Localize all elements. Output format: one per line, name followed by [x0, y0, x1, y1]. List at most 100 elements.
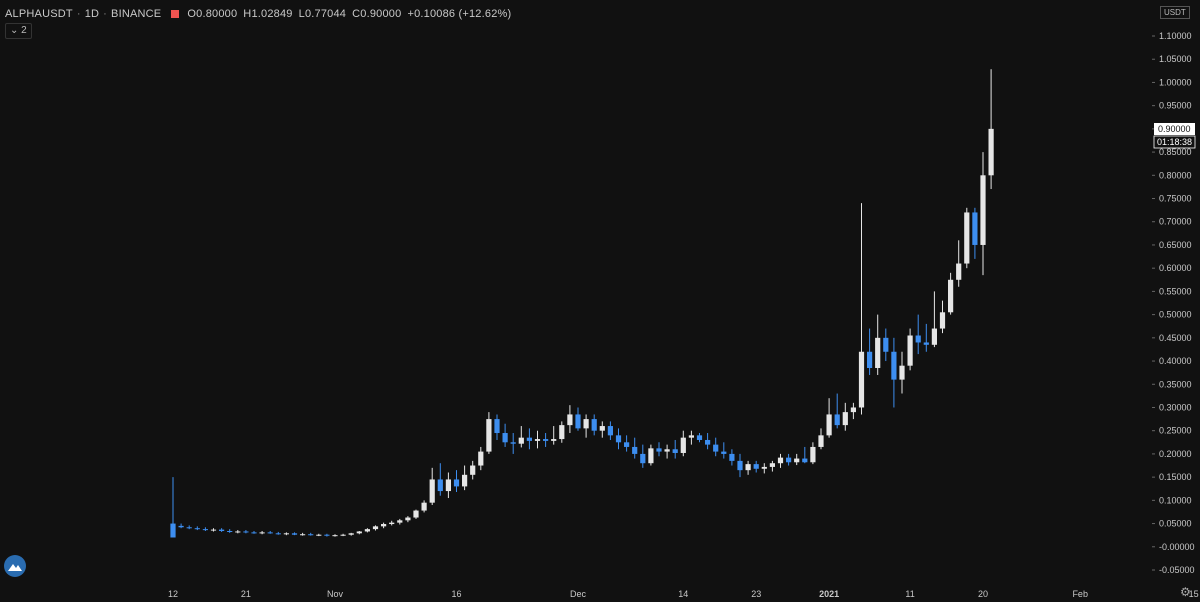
candle-body[interactable]: [235, 531, 241, 533]
candle-body[interactable]: [462, 474, 468, 487]
candle-body[interactable]: [834, 414, 840, 426]
candle-body[interactable]: [761, 466, 767, 469]
indicator-toggle-button[interactable]: ⌄ 2: [5, 23, 32, 39]
candle-body[interactable]: [810, 446, 816, 463]
candle-body[interactable]: [607, 426, 613, 436]
candle-body[interactable]: [777, 457, 784, 464]
candle-body[interactable]: [381, 524, 387, 527]
candle-body[interactable]: [186, 527, 192, 529]
candle-body[interactable]: [648, 448, 654, 464]
candle-body[interactable]: [534, 439, 541, 441]
candle-body[interactable]: [705, 439, 711, 445]
candle-body[interactable]: [883, 337, 889, 352]
candle-body[interactable]: [372, 526, 379, 530]
candle-body[interactable]: [640, 453, 646, 464]
candle-body[interactable]: [915, 335, 921, 343]
candle-body[interactable]: [729, 453, 735, 461]
candle-body[interactable]: [656, 448, 662, 452]
candle-body[interactable]: [956, 263, 962, 280]
candle-body[interactable]: [389, 522, 395, 525]
candle-body[interactable]: [348, 533, 354, 535]
candle-body[interactable]: [316, 534, 322, 536]
candle-body[interactable]: [972, 212, 978, 245]
candle-body[interactable]: [397, 520, 403, 523]
candle-body[interactable]: [672, 449, 678, 453]
candle-body[interactable]: [526, 437, 532, 441]
candle-body[interactable]: [559, 425, 565, 440]
candle-body[interactable]: [713, 444, 719, 452]
candle-body[interactable]: [300, 534, 306, 536]
candle-body[interactable]: [251, 532, 257, 534]
candle-body[interactable]: [599, 426, 605, 431]
candle-body[interactable]: [478, 451, 484, 466]
candle-body[interactable]: [802, 458, 808, 463]
candle-body[interactable]: [769, 463, 775, 467]
candle-body[interactable]: [745, 464, 751, 471]
candle-body[interactable]: [502, 433, 508, 443]
symbol-name[interactable]: ALPHAUSDT: [5, 8, 73, 20]
candle-body[interactable]: [632, 446, 638, 454]
candle-body[interactable]: [219, 529, 225, 531]
candle-body[interactable]: [243, 531, 249, 533]
candle-body[interactable]: [696, 435, 703, 440]
candle-body[interactable]: [340, 534, 346, 536]
candle-body[interactable]: [413, 510, 419, 518]
candle-body[interactable]: [332, 535, 338, 537]
candle-body[interactable]: [591, 419, 597, 431]
candle-body[interactable]: [510, 442, 516, 444]
candle-body[interactable]: [891, 351, 897, 380]
candle-body[interactable]: [210, 529, 217, 531]
candle-body[interactable]: [324, 534, 330, 536]
candle-body[interactable]: [624, 442, 630, 447]
candle-body[interactable]: [923, 342, 929, 345]
candle-body[interactable]: [283, 533, 289, 535]
candle-body[interactable]: [875, 337, 881, 369]
candle-body[interactable]: [737, 460, 743, 471]
candle-body[interactable]: [494, 419, 500, 434]
candle-body[interactable]: [356, 531, 362, 534]
candle-body[interactable]: [786, 457, 792, 463]
candle-body[interactable]: [259, 532, 265, 534]
candle-body[interactable]: [794, 458, 800, 463]
candle-body[interactable]: [980, 175, 986, 245]
candle-body[interactable]: [826, 414, 832, 436]
candle-body[interactable]: [818, 435, 824, 447]
candle-body[interactable]: [850, 407, 856, 413]
tradingview-logo-icon[interactable]: [4, 555, 26, 577]
currency-badge[interactable]: USDT: [1160, 6, 1190, 19]
candle-body[interactable]: [364, 529, 370, 532]
candle-body[interactable]: [170, 523, 176, 538]
candle-body[interactable]: [227, 530, 233, 532]
candle-body[interactable]: [899, 365, 905, 380]
candle-body[interactable]: [267, 532, 273, 534]
candle-body[interactable]: [664, 449, 670, 452]
candle-body[interactable]: [964, 212, 970, 264]
candle-body[interactable]: [615, 435, 622, 443]
candle-body[interactable]: [688, 435, 694, 438]
candle-body[interactable]: [194, 528, 200, 530]
candle-body[interactable]: [429, 479, 435, 503]
candle-body[interactable]: [437, 479, 443, 492]
candle-body[interactable]: [543, 439, 549, 441]
candle-body[interactable]: [518, 437, 524, 444]
candle-body[interactable]: [721, 451, 727, 454]
candle-body[interactable]: [583, 419, 589, 429]
candle-body[interactable]: [178, 525, 184, 528]
candle-body[interactable]: [202, 529, 208, 531]
candle-body[interactable]: [453, 479, 460, 487]
interval-label[interactable]: 1D: [84, 8, 100, 20]
candle-body[interactable]: [405, 517, 411, 521]
candle-body[interactable]: [445, 479, 451, 492]
candle-body[interactable]: [939, 312, 946, 329]
candle-body[interactable]: [753, 464, 759, 469]
settings-gear-icon[interactable]: ⚙: [1180, 585, 1191, 599]
candle-body[interactable]: [948, 279, 954, 313]
candle-body[interactable]: [470, 465, 476, 475]
candle-body[interactable]: [575, 414, 581, 429]
candle-body[interactable]: [275, 533, 281, 535]
candle-body[interactable]: [291, 533, 298, 535]
candle-body[interactable]: [867, 351, 873, 369]
candle-body[interactable]: [680, 437, 686, 453]
candle-body[interactable]: [907, 335, 913, 366]
